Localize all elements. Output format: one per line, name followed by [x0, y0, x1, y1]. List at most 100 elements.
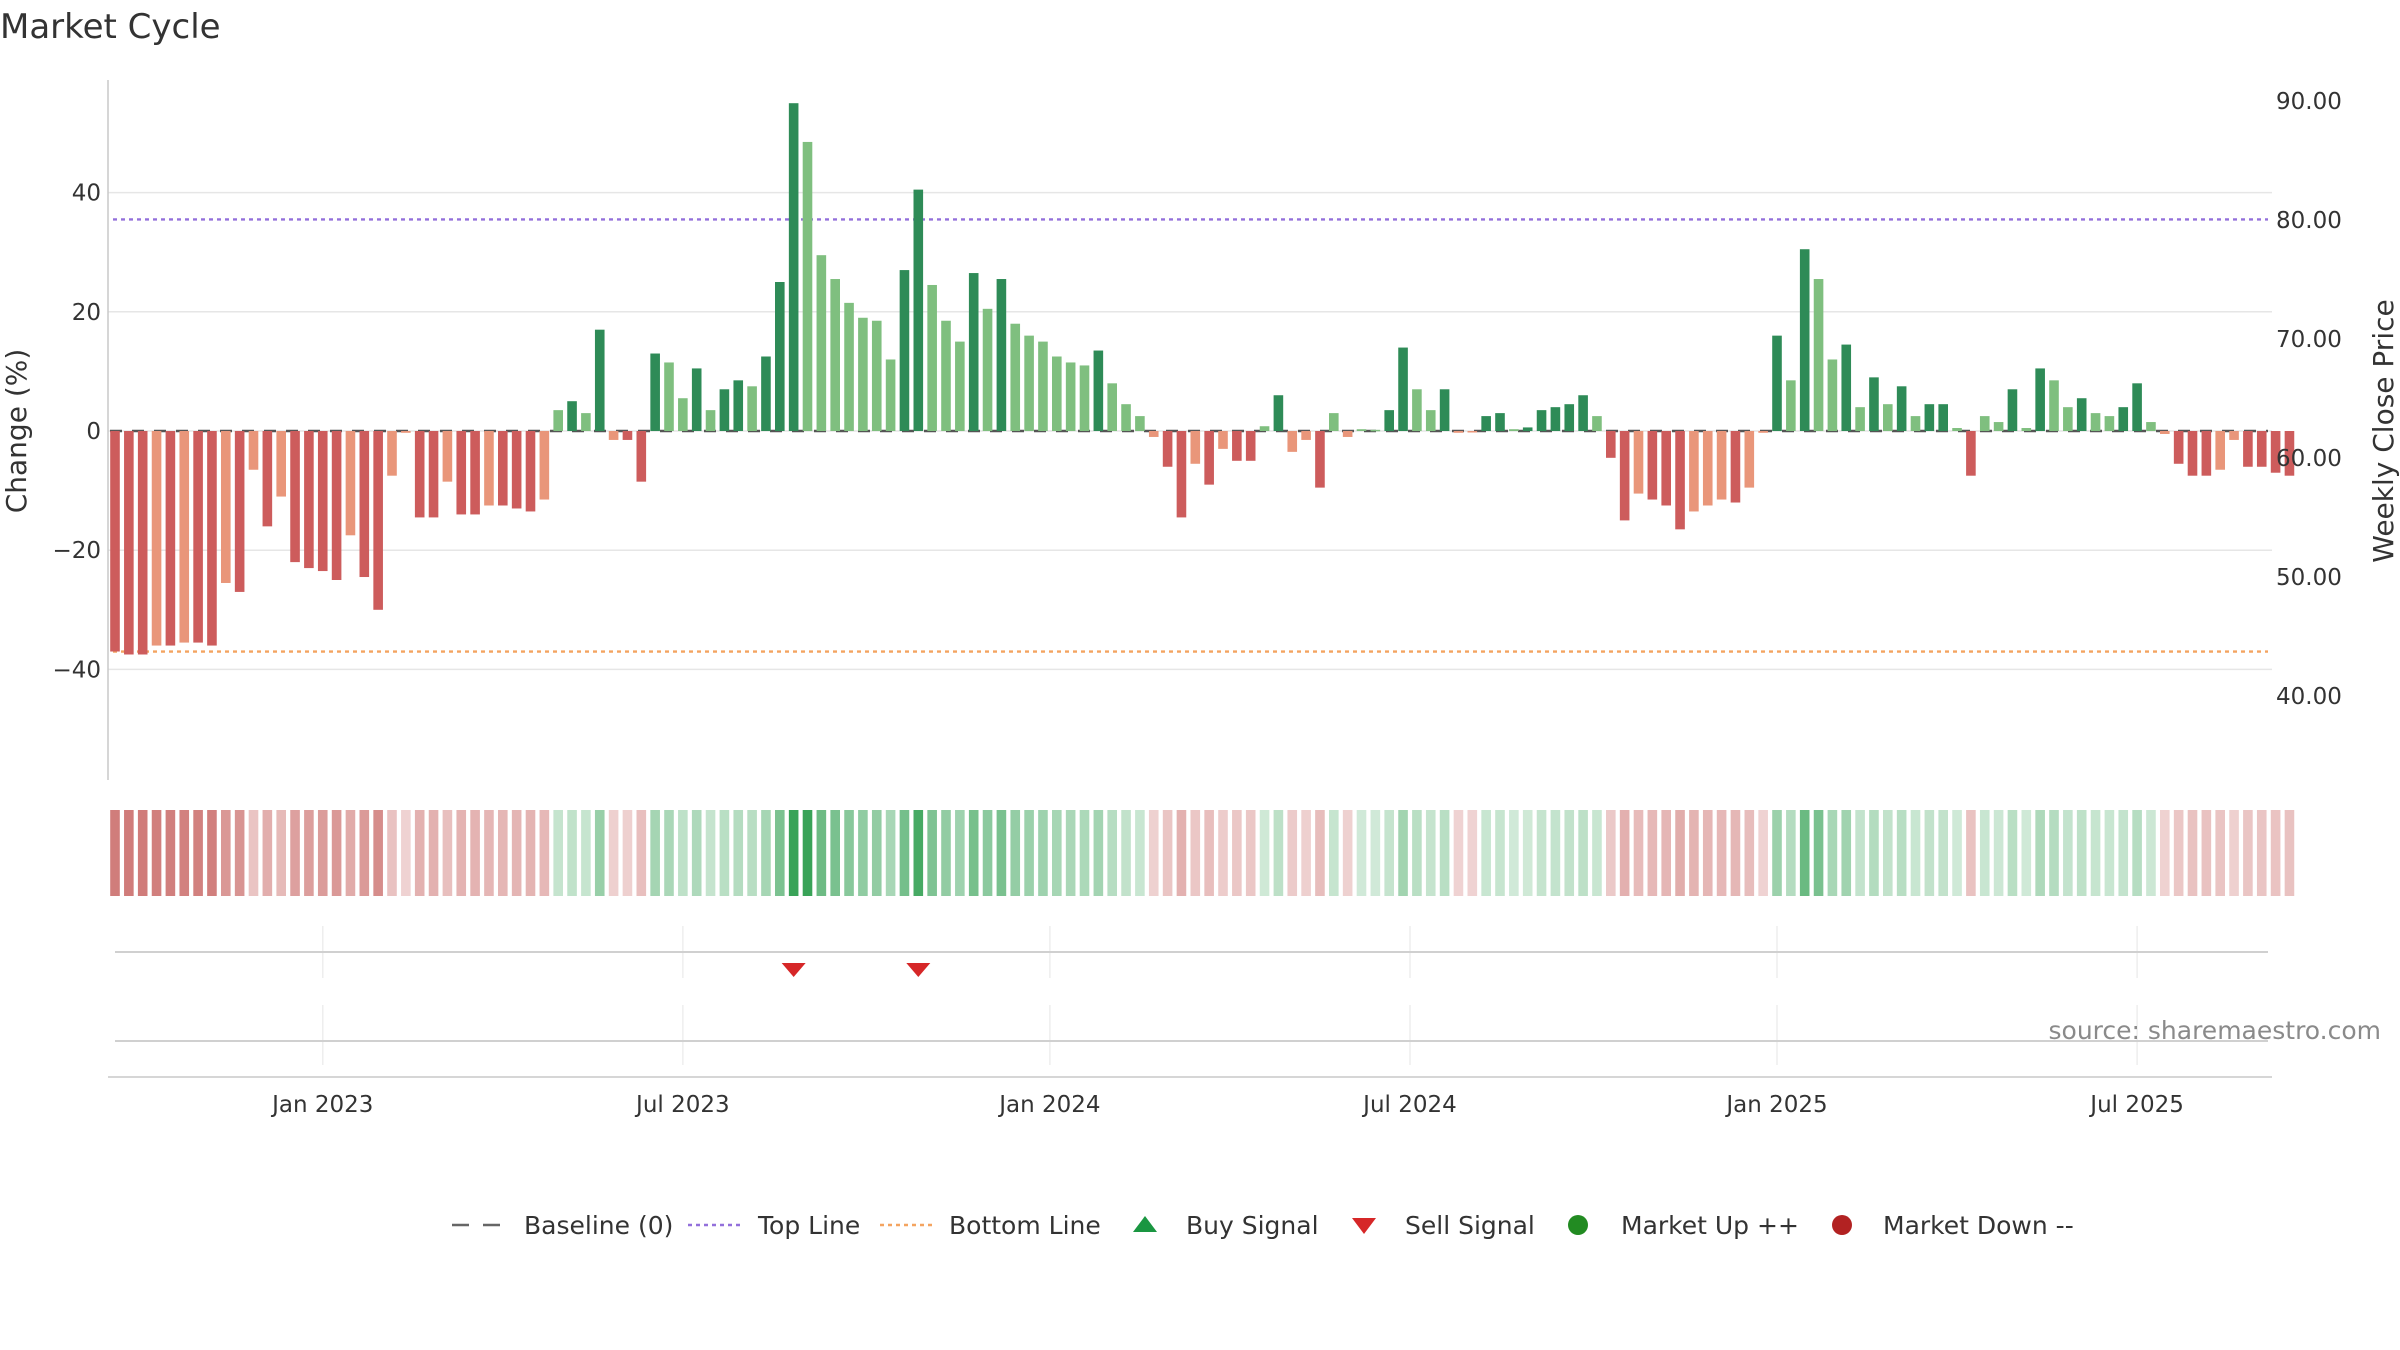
bar — [1827, 359, 1838, 431]
strip-cell — [733, 810, 744, 896]
strip-cell — [1979, 810, 1990, 896]
bar — [1467, 431, 1478, 433]
bar — [290, 431, 300, 563]
bar — [1578, 395, 1588, 431]
bar — [248, 431, 259, 470]
strip-cell — [1065, 810, 1076, 896]
strip-cell — [2173, 810, 2184, 896]
bar — [1896, 386, 1907, 431]
strip-cell — [899, 810, 910, 896]
strip-cell — [1121, 810, 1131, 896]
cycle-strip — [110, 810, 2295, 896]
strip-cell — [1966, 810, 1976, 896]
bar — [2160, 431, 2170, 434]
strip-cell — [525, 810, 536, 896]
strip-cell — [1772, 810, 1782, 896]
legend-sell-signal-icon — [1352, 1218, 1376, 1234]
strip-cell — [2076, 810, 2087, 896]
bar — [1702, 431, 1713, 506]
y-tick-label-right: 80.00 — [2276, 208, 2342, 234]
strip-cell — [761, 810, 771, 896]
strip-cell — [290, 810, 300, 896]
bar — [650, 353, 660, 431]
strip-cell — [2104, 810, 2115, 896]
bar — [276, 431, 286, 497]
strip-cell — [1495, 810, 1505, 896]
strip-cell — [2229, 810, 2239, 896]
bar — [1647, 431, 1658, 500]
bar — [664, 362, 674, 431]
strip-cell — [678, 810, 688, 896]
bar — [470, 431, 480, 515]
bar — [1273, 395, 1284, 431]
strip-cell — [221, 810, 231, 896]
strip-cell — [1342, 810, 1353, 896]
strip-cell — [2007, 810, 2018, 896]
bar — [1633, 431, 1644, 494]
bar — [553, 410, 563, 431]
bar — [1412, 389, 1422, 431]
y-tick-label-left: −20 — [52, 538, 101, 564]
bar — [622, 431, 633, 440]
strip-cell — [2187, 810, 2198, 896]
bar — [1453, 431, 1464, 433]
strip-cell — [927, 810, 937, 896]
bar — [2270, 431, 2281, 473]
strip-cell — [345, 810, 356, 896]
strip-cell — [2132, 810, 2142, 896]
bar — [2035, 368, 2045, 431]
bar — [1329, 413, 1339, 431]
strip-cell — [151, 810, 162, 896]
bar — [1869, 377, 1879, 431]
bar — [359, 431, 370, 578]
bar — [2146, 422, 2156, 431]
bar — [1038, 341, 1048, 431]
bar — [1425, 410, 1436, 431]
strip-cell — [705, 810, 716, 896]
bar — [373, 431, 383, 610]
bar — [1107, 383, 1117, 431]
bar — [1342, 431, 1353, 437]
bar — [802, 141, 813, 431]
bar — [996, 279, 1007, 431]
strip-cell — [193, 810, 203, 896]
bar — [124, 431, 134, 655]
bar — [567, 401, 577, 431]
y-tick-label-left: 40 — [72, 181, 101, 207]
strip-cell — [1329, 810, 1339, 896]
strip-cell — [498, 810, 508, 896]
bar — [1398, 347, 1408, 431]
strip-cell — [1661, 810, 1671, 896]
bar — [414, 431, 425, 518]
bar — [636, 431, 647, 482]
bar — [1218, 431, 1228, 449]
strip-cell — [1744, 810, 1755, 896]
bar — [2063, 407, 2073, 431]
strip-cell — [1827, 810, 1838, 896]
strip-cell — [2049, 810, 2059, 896]
strip-cell — [2243, 810, 2253, 896]
strip-cell — [539, 810, 550, 896]
strip-cell — [1467, 810, 1478, 896]
strip-cell — [234, 810, 245, 896]
bar — [927, 284, 937, 431]
bar — [1010, 323, 1021, 431]
bar — [858, 317, 868, 431]
strip-cell — [1647, 810, 1658, 896]
bar — [594, 329, 605, 431]
strip-cell — [2146, 810, 2156, 896]
bar — [1550, 407, 1561, 431]
bar — [941, 320, 951, 431]
strip-cell — [968, 810, 979, 896]
bar — [1661, 431, 1671, 506]
y-tick-label-left: −40 — [52, 657, 101, 683]
strip-cell — [1273, 810, 1284, 896]
bar — [1259, 426, 1270, 431]
bar — [1564, 404, 1575, 431]
legend-label: Market Up ++ — [1621, 1211, 1799, 1240]
strip-cell — [179, 810, 190, 896]
strip-cell — [276, 810, 286, 896]
bar — [1592, 416, 1602, 431]
strip-cell — [982, 810, 993, 896]
strip-cell — [1910, 810, 1921, 896]
